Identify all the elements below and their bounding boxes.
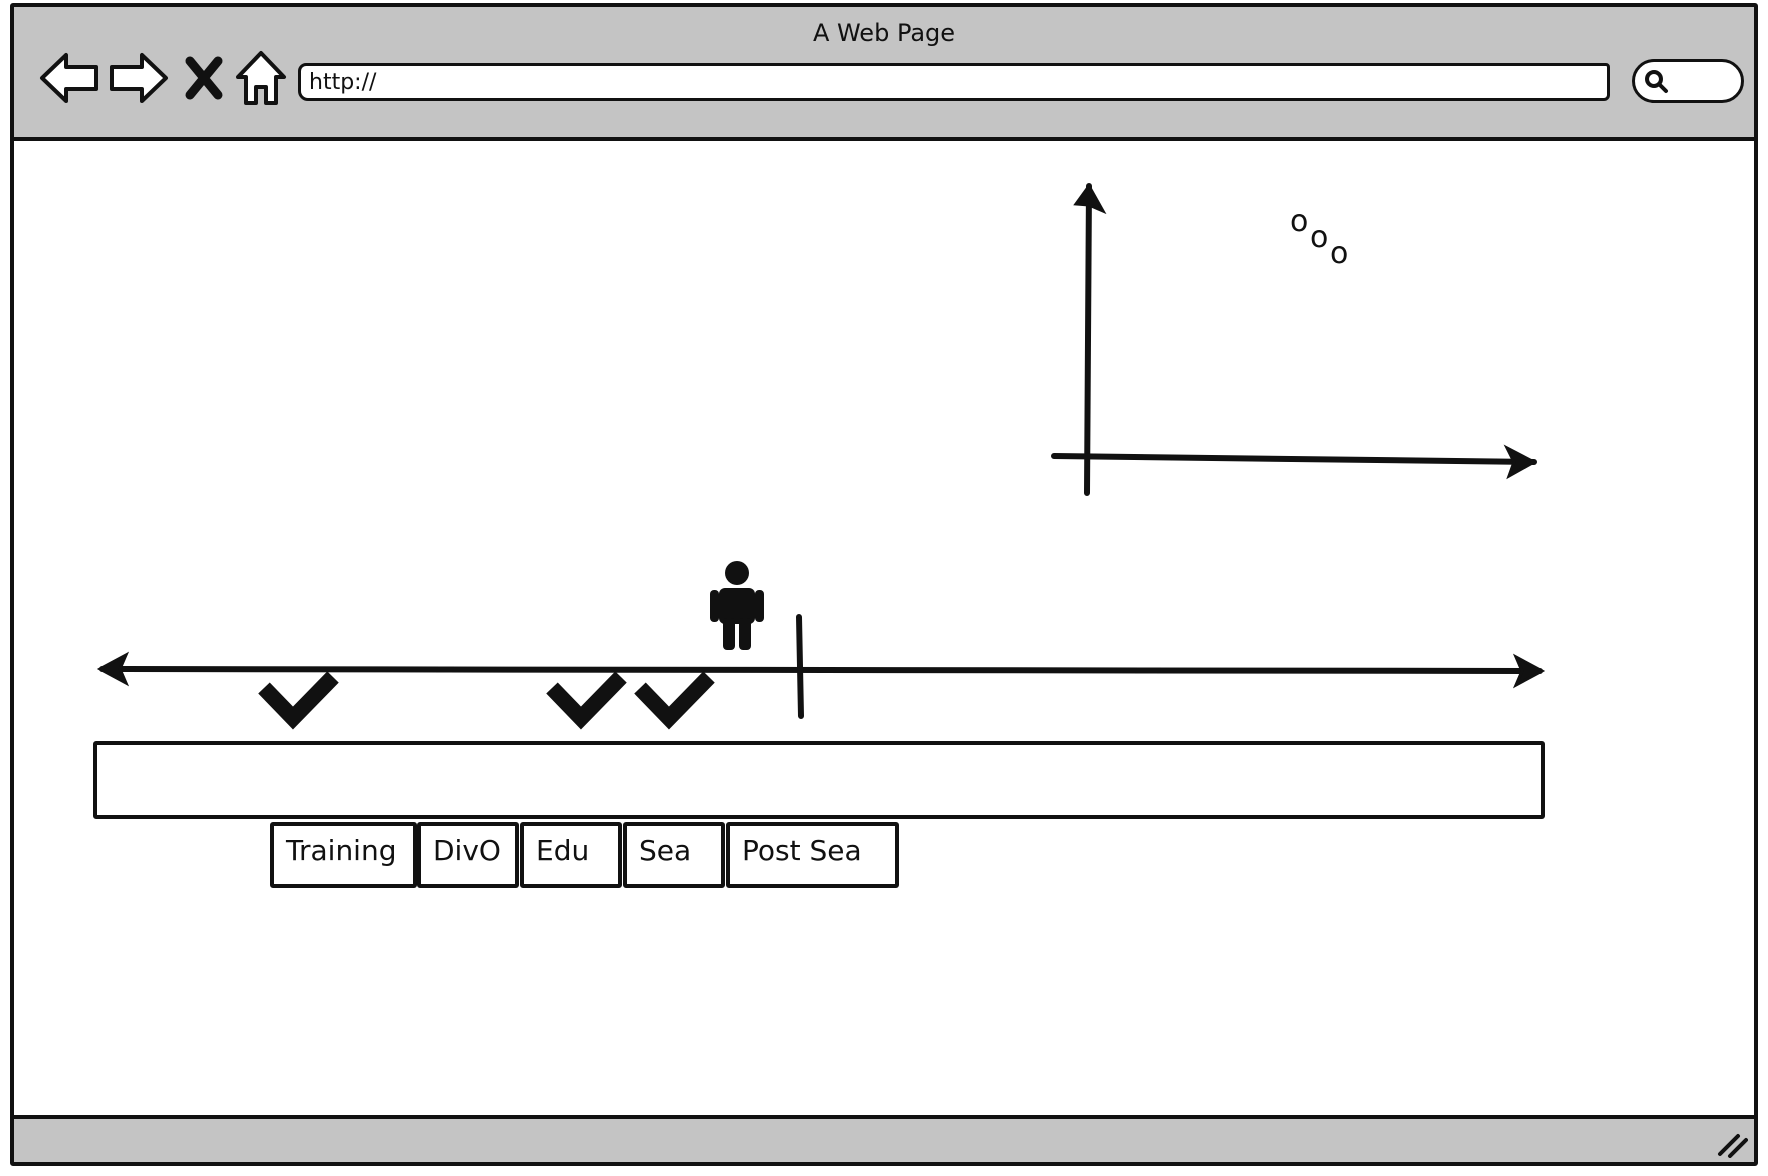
chart-glyph: o [1330,236,1349,271]
checkmark-icon [634,671,715,730]
address-bar[interactable] [298,63,1610,101]
forward-arrow-icon[interactable] [106,49,170,107]
tab-divo[interactable]: DivO [417,822,519,888]
timeline [96,614,1546,719]
search-field[interactable] [1632,59,1744,103]
person-icon [710,561,764,650]
home-icon[interactable] [234,49,288,107]
chart-axes [1051,183,1538,496]
x-axis [1051,453,1537,465]
checkmark-icon [546,671,627,730]
back-arrow-icon[interactable] [38,49,102,107]
tab-edu[interactable]: Edu [520,822,622,888]
address-input[interactable] [309,68,1589,96]
y-axis-arrowhead [1073,183,1107,215]
timeline-left-arrowhead [96,651,130,687]
tab-sea[interactable]: Sea [623,822,725,888]
chart-glyph: o [1290,204,1309,239]
close-icon[interactable] [182,49,226,107]
timeline-detail-box[interactable] [93,741,1545,819]
timeline-line [99,666,1543,674]
tab-training[interactable]: Training [270,822,417,888]
window-title: A Web Page [812,19,956,47]
timeline-right-arrowhead [1512,653,1546,689]
resize-grip-icon[interactable] [1714,1128,1748,1158]
y-axis [1084,183,1092,496]
current-position-marker [796,614,804,719]
tab-post-sea[interactable]: Post Sea [726,822,899,888]
browser-statusbar [14,1115,1754,1162]
browser-window: A Web Page [10,3,1758,1166]
browser-titlebar: A Web Page [14,7,1754,141]
checkmark-icon [258,671,339,730]
x-axis-arrowhead [1503,444,1538,480]
search-icon [1645,70,1668,93]
chart-glyph: o [1310,220,1329,255]
